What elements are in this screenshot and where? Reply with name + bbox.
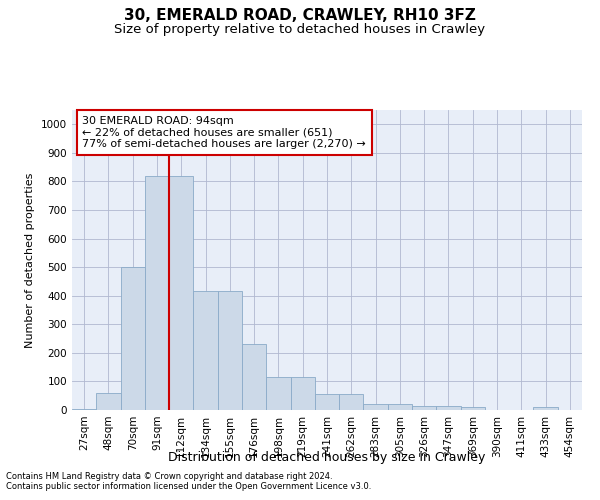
Bar	[290, 377, 315, 410]
Bar	[364, 404, 388, 410]
Bar	[72, 408, 96, 410]
Bar	[242, 344, 266, 410]
Text: 30, EMERALD ROAD, CRAWLEY, RH10 3FZ: 30, EMERALD ROAD, CRAWLEY, RH10 3FZ	[124, 8, 476, 22]
Bar	[412, 406, 436, 410]
Bar	[339, 394, 364, 410]
Bar	[121, 267, 145, 410]
Text: Distribution of detached houses by size in Crawley: Distribution of detached houses by size …	[169, 451, 485, 464]
Bar	[193, 292, 218, 410]
Bar	[96, 393, 121, 410]
Bar	[218, 292, 242, 410]
Bar	[533, 407, 558, 410]
Text: Contains HM Land Registry data © Crown copyright and database right 2024.: Contains HM Land Registry data © Crown c…	[6, 472, 332, 481]
Bar	[169, 176, 193, 410]
Text: 30 EMERALD ROAD: 94sqm
← 22% of detached houses are smaller (651)
77% of semi-de: 30 EMERALD ROAD: 94sqm ← 22% of detached…	[82, 116, 366, 149]
Text: Contains public sector information licensed under the Open Government Licence v3: Contains public sector information licen…	[6, 482, 371, 491]
Bar	[388, 404, 412, 410]
Bar	[266, 377, 290, 410]
Text: Size of property relative to detached houses in Crawley: Size of property relative to detached ho…	[115, 22, 485, 36]
Bar	[315, 394, 339, 410]
Bar	[436, 406, 461, 410]
Bar	[145, 176, 169, 410]
Bar	[461, 407, 485, 410]
Y-axis label: Number of detached properties: Number of detached properties	[25, 172, 35, 348]
